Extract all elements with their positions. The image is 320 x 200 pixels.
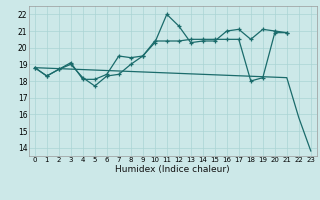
X-axis label: Humidex (Indice chaleur): Humidex (Indice chaleur): [116, 165, 230, 174]
